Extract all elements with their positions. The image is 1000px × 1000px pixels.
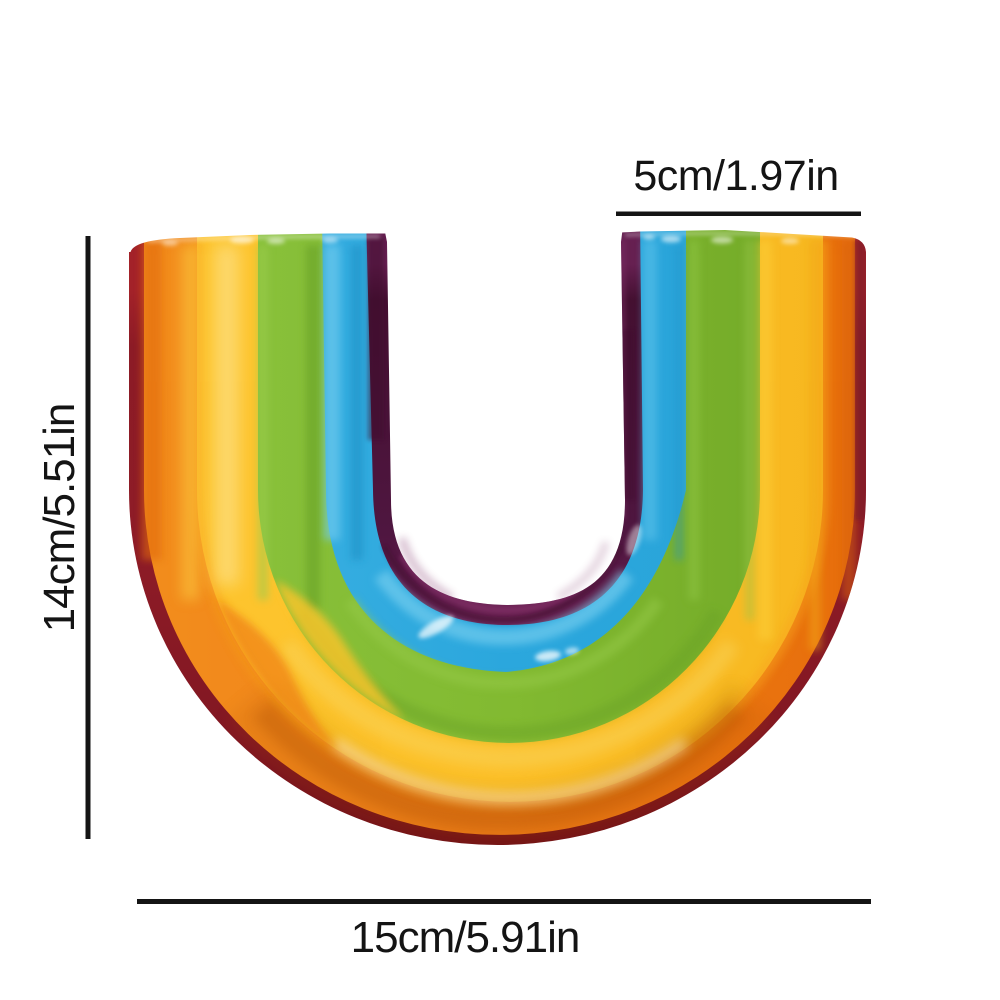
svg-text:15cm/5.91in: 15cm/5.91in — [351, 913, 580, 962]
svg-text:14cm/5.51in: 14cm/5.51in — [35, 404, 84, 633]
svg-text:5cm/1.97in: 5cm/1.97in — [633, 152, 838, 200]
